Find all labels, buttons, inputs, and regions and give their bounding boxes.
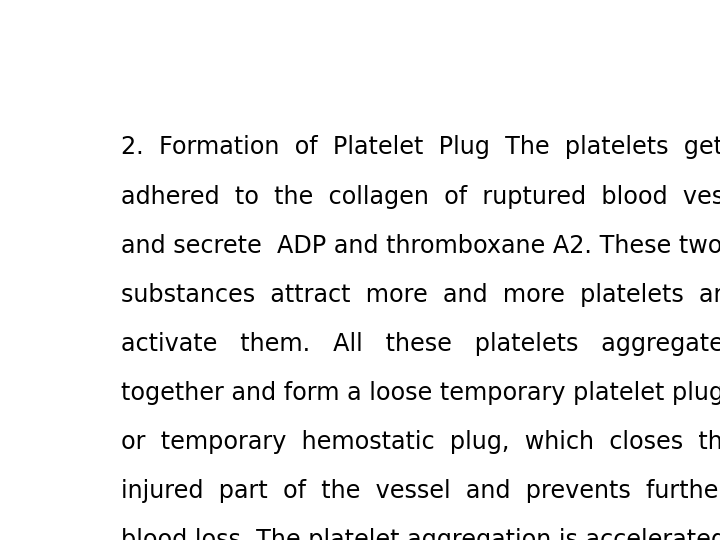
Text: together and form a loose temporary platelet plug: together and form a loose temporary plat… [121,381,720,405]
Text: injured  part  of  the  vessel  and  prevents  further: injured part of the vessel and prevents … [121,479,720,503]
Text: adhered  to  the  collagen  of  ruptured  blood  vessel: adhered to the collagen of ruptured bloo… [121,185,720,208]
Text: 2.  Formation  of  Platelet  Plug  The  platelets  get: 2. Formation of Platelet Plug The platel… [121,136,720,159]
Text: activate   them.   All   these   platelets   aggregate: activate them. All these platelets aggre… [121,332,720,356]
Text: substances  attract  more  and  more  platelets  and: substances attract more and more platele… [121,282,720,307]
Text: and secrete  ADP and thromboxane A2. These two: and secrete ADP and thromboxane A2. Thes… [121,234,720,258]
Text: blood loss. The platelet aggregation is accelerated: blood loss. The platelet aggregation is … [121,528,720,540]
Text: or  temporary  hemostatic  plug,  which  closes  the: or temporary hemostatic plug, which clos… [121,430,720,454]
